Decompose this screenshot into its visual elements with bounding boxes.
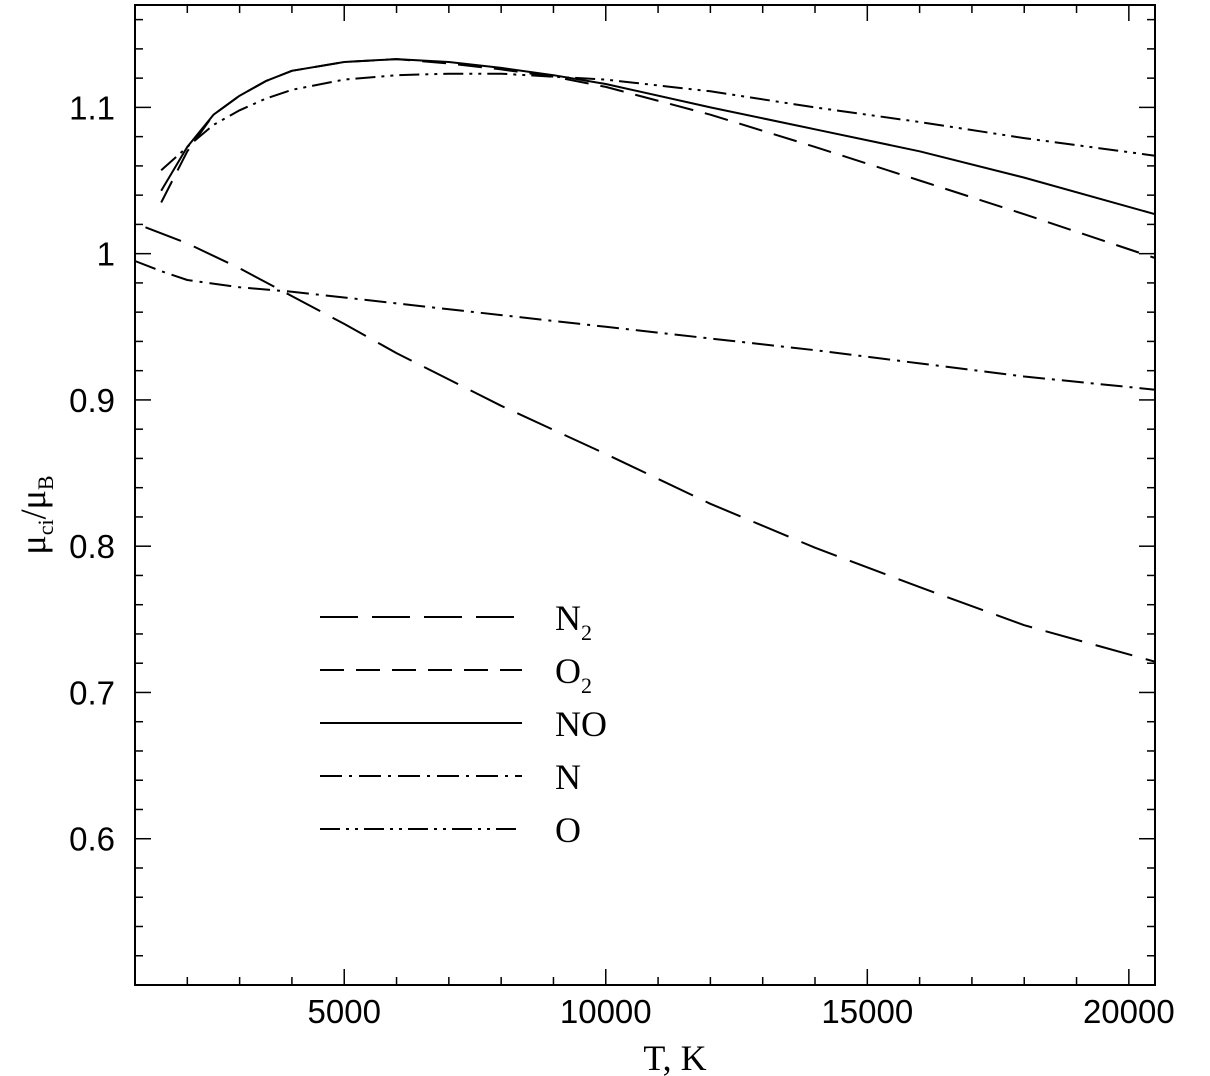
x-axis-title: T, K	[643, 1038, 706, 1076]
legend-label: N	[555, 757, 581, 797]
legend-label-main: O	[555, 651, 581, 691]
legend-label: O2	[555, 651, 592, 698]
legend-label-main: O	[555, 810, 581, 850]
series-line-o	[160, 72, 1156, 172]
y-axis-title: μci/μB	[13, 475, 58, 554]
y-title-sub-b: B	[33, 475, 58, 490]
plot-border	[134, 4, 1156, 986]
axis-ticks: 5000 10000 15000 20000 0.6 0.7 0.8 0.9 1 1.1	[69, 5, 1175, 1030]
x-tick-label: 15000	[821, 993, 913, 1030]
series-line-no	[160, 58, 1156, 216]
y-title-mu2: μ	[13, 490, 53, 509]
legend-label-main: N	[555, 598, 581, 638]
legend-label-sub: 2	[581, 620, 592, 645]
legend-label-main: NO	[555, 704, 607, 744]
legend-label-sub: 2	[581, 673, 592, 698]
legend-label: N2	[555, 598, 592, 645]
series-line-n2	[145, 226, 1156, 663]
y-tick-label: 1.1	[69, 89, 115, 126]
x-tick-label: 20000	[1083, 993, 1175, 1030]
x-tick-label: 10000	[560, 993, 652, 1030]
legend-label: O	[555, 810, 581, 850]
y-tick-label: 1	[97, 236, 115, 273]
series-lines	[134, 58, 1156, 663]
legend-label: NO	[555, 704, 607, 744]
y-title-mu: μ	[13, 535, 53, 554]
y-tick-label: 0.8	[69, 528, 115, 565]
legend-label-main: N	[555, 757, 581, 797]
y-title-slash: /	[13, 509, 53, 519]
y-tick-label: 0.7	[69, 674, 115, 711]
plot-frame	[134, 4, 1156, 986]
series-line-n	[134, 260, 1156, 391]
y-title-sub-ci: ci	[33, 519, 58, 535]
x-tick-label: 5000	[308, 993, 381, 1030]
y-tick-label: 0.9	[69, 382, 115, 419]
series-line-o2	[160, 58, 1156, 259]
y-tick-label: 0.6	[69, 821, 115, 858]
